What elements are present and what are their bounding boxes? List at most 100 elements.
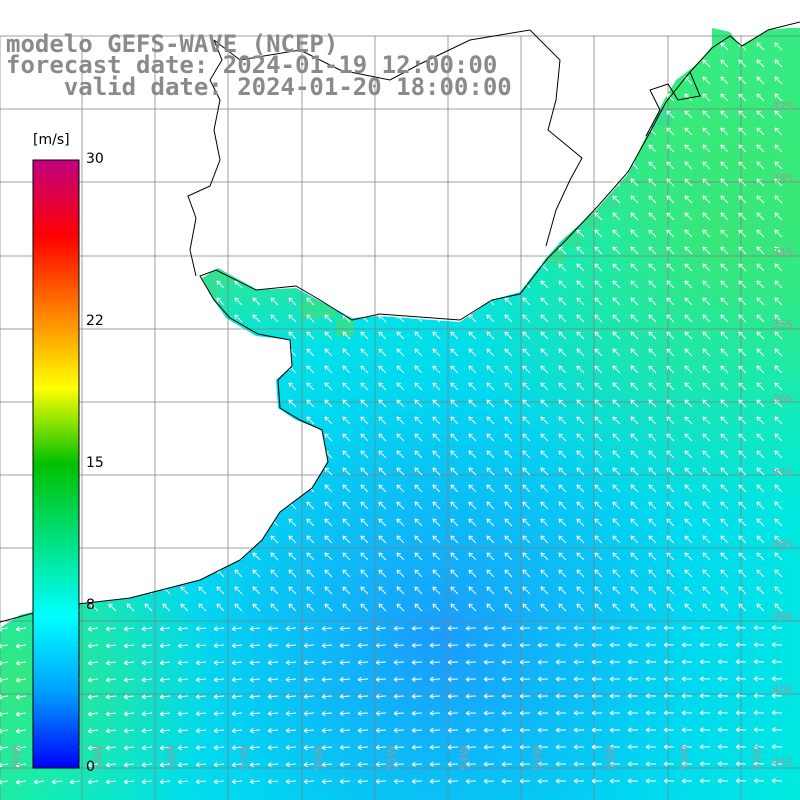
wind-arrow [267, 677, 279, 683]
wind-arrow [648, 467, 657, 476]
wind-arrow [375, 676, 387, 682]
wind-arrow [537, 676, 549, 682]
wind-arrow [288, 280, 297, 289]
wind-arrow [771, 778, 783, 784]
wind-arrow [249, 745, 261, 751]
wind-arrow [594, 297, 603, 306]
wind-arrow [771, 710, 783, 716]
wind-arrow [522, 331, 531, 340]
wind-arrow [774, 229, 783, 238]
wind-arrow [666, 552, 675, 561]
wind-arrow [519, 761, 531, 767]
wind-arrow [357, 744, 369, 751]
wind-arrows [0, 42, 783, 785]
wind-arrow [540, 297, 549, 306]
wind-arrow [486, 535, 495, 544]
colorbar-tick-label: 15 [86, 455, 104, 471]
wind-arrow [396, 399, 405, 408]
wind-arrow [393, 727, 405, 733]
wind-arrow [774, 518, 783, 527]
wind-arrow [0, 762, 9, 768]
wind-arrow [375, 761, 387, 767]
wind-arrow [666, 569, 675, 578]
wind-arrow [396, 501, 405, 510]
wind-arrow [630, 246, 639, 255]
wind-arrow [519, 727, 531, 733]
wind-arrow [141, 779, 153, 785]
wind-arrow [627, 744, 639, 750]
wind-arrow [735, 625, 747, 631]
wind-arrow [630, 314, 639, 323]
wind-arrow [684, 314, 693, 323]
wind-arrow [537, 727, 549, 733]
wind-arrow [681, 710, 693, 716]
wind-arrow [630, 195, 639, 204]
wind-arrow [555, 693, 567, 699]
wind-arrow [501, 659, 513, 665]
wind-arrow [684, 399, 693, 408]
wind-arrow [432, 450, 441, 459]
wind-arrow [393, 693, 405, 699]
wind-arrow [522, 501, 531, 510]
wind-arrow [666, 178, 675, 187]
wind-arrow [519, 693, 531, 699]
wind-arrow [465, 625, 477, 631]
wind-arrow [468, 569, 477, 578]
wind-arrow [159, 677, 171, 683]
wind-arrow [486, 603, 495, 612]
wind-arrow [396, 365, 405, 374]
wind-arrow [684, 467, 693, 476]
wind-arrow [519, 642, 531, 648]
wind-arrow [771, 659, 783, 665]
wind-arrow [432, 569, 441, 578]
wind-arrow [756, 416, 765, 425]
wind-arrow [756, 110, 765, 119]
longitude-label: 51W [678, 745, 691, 770]
wind-arrow [360, 569, 369, 578]
wind-arrow [324, 348, 333, 357]
wind-arrow [576, 416, 585, 425]
wind-arrow [663, 778, 675, 784]
wind-arrow [486, 552, 495, 561]
wind-arrow [720, 93, 729, 102]
wind-arrow [522, 484, 531, 493]
wind-arrow [288, 552, 297, 561]
wind-arrow [234, 603, 243, 612]
wind-arrow [396, 552, 405, 561]
wind-arrow [738, 280, 747, 289]
wind-arrow [504, 467, 513, 476]
wind-arrow [738, 518, 747, 527]
wind-arrow [699, 693, 711, 699]
wind-arrow [141, 728, 153, 734]
wind-arrow [702, 467, 711, 476]
wind-arrow [249, 728, 261, 734]
wind-arrow [306, 399, 315, 408]
wind-arrow [252, 552, 261, 561]
wind-arrow [432, 416, 441, 425]
wind-arrow [702, 552, 711, 561]
wind-arrow [594, 263, 603, 272]
longitude-label: 52W [604, 745, 617, 770]
wind-arrow [648, 263, 657, 272]
wind-arrow [738, 365, 747, 374]
wind-arrow [414, 569, 423, 578]
wind-arrow [540, 348, 549, 357]
wind-arrow [465, 744, 477, 750]
wind-arrow [468, 365, 477, 374]
wind-arrow [699, 642, 711, 648]
wind-arrow [756, 314, 765, 323]
wind-arrow [756, 535, 765, 544]
wind-arrow [432, 467, 441, 476]
wind-arrow [576, 467, 585, 476]
wind-arrow [213, 626, 225, 632]
wind-arrow [432, 365, 441, 374]
wind-arrow [486, 484, 495, 493]
wind-arrow [681, 778, 693, 784]
wind-arrow [684, 433, 693, 442]
wind-arrow [87, 779, 99, 785]
wind-arrow [594, 382, 603, 391]
wind-arrow [594, 246, 603, 255]
wind-arrow [450, 535, 459, 544]
wind-arrow [216, 603, 225, 612]
wind-arrow [756, 42, 765, 51]
